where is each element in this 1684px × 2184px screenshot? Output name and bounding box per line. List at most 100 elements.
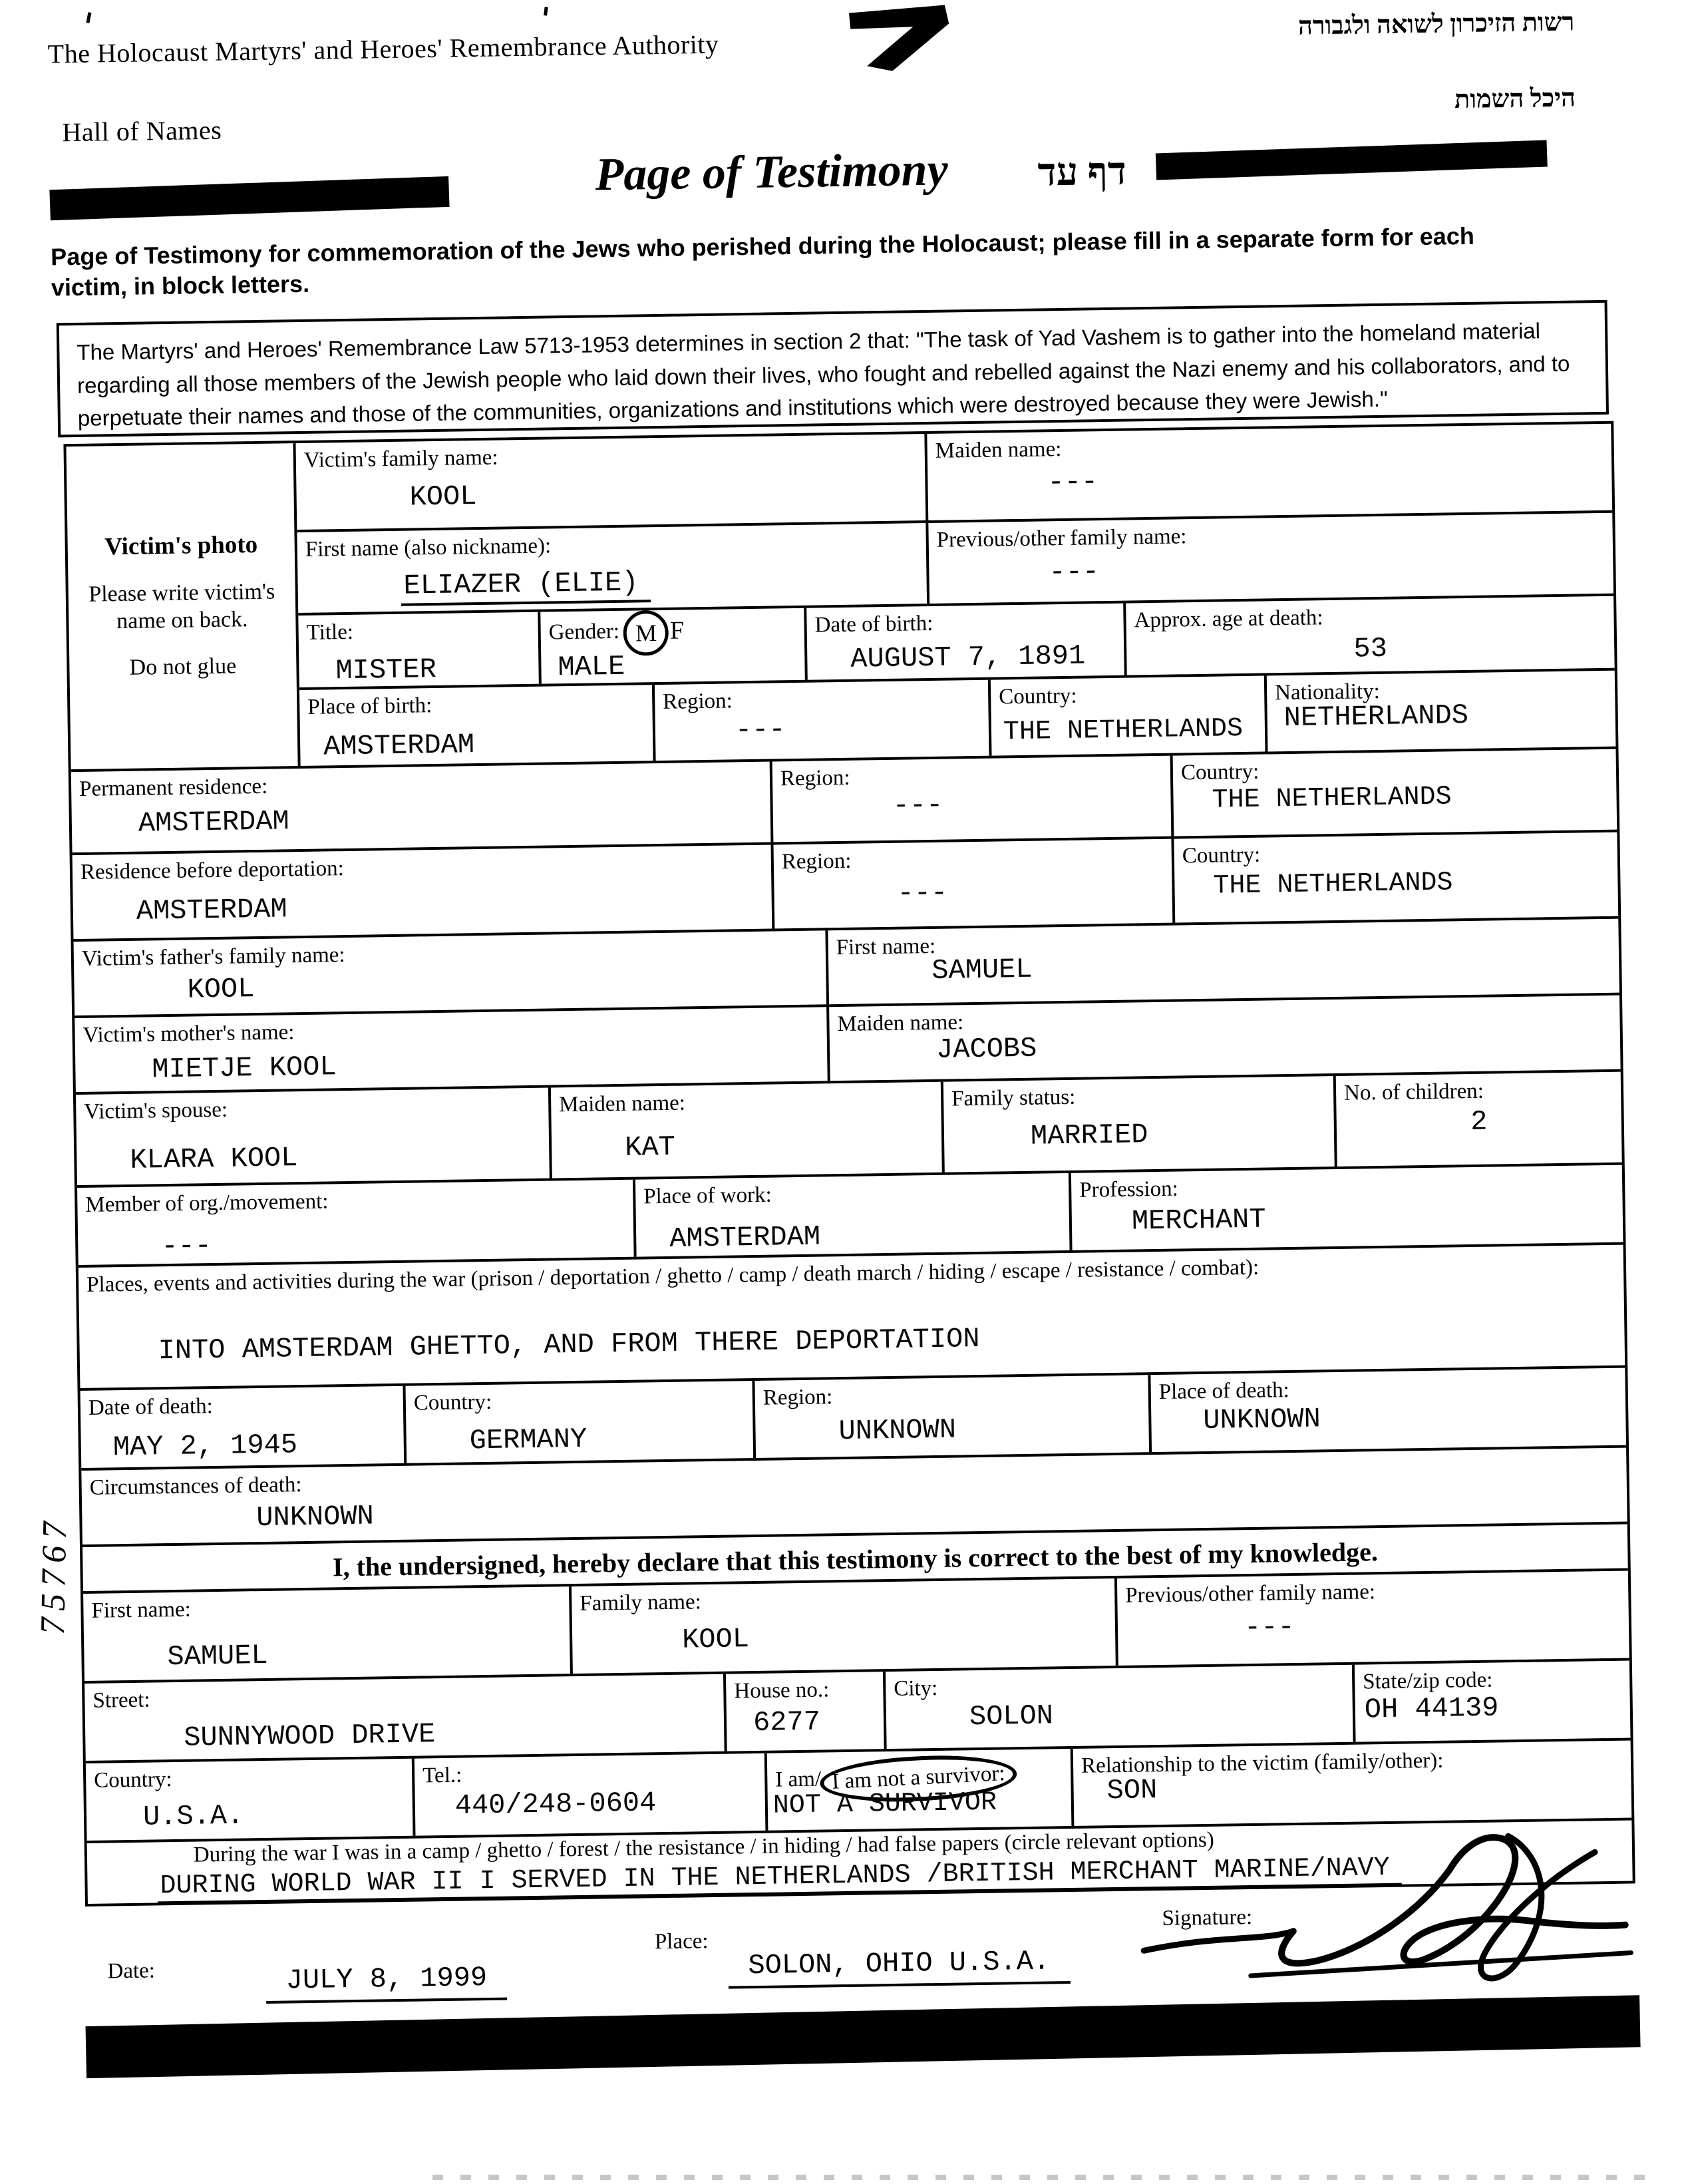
- field-label: Country:: [93, 1767, 172, 1793]
- field-value: MISTER: [335, 653, 437, 687]
- field-children: No. of children: 2: [1333, 1071, 1622, 1167]
- field-title: Title: MISTER: [298, 612, 539, 687]
- gender-male-circled: M: [623, 610, 669, 656]
- authority-name-he: רשות הזיכרון לשואה ולגבורה: [1297, 8, 1575, 41]
- field-maiden-name: Maiden name: ---: [924, 423, 1613, 521]
- field-father-family-name: Victim's father's family name: KOOL: [74, 930, 827, 1015]
- field-value: AUGUST 7, 1891: [850, 639, 1086, 675]
- field-value: 6277: [753, 1706, 821, 1739]
- field-value: KLARA KOOL: [130, 1142, 298, 1177]
- photo-box-no-glue: Do not glue: [129, 653, 237, 681]
- gender-m: M: [635, 620, 657, 647]
- field-value: SAMUEL: [167, 1639, 269, 1674]
- field-value: ---: [1244, 1610, 1295, 1644]
- field-value: OH 44139: [1364, 1692, 1499, 1726]
- field-label: Victim's family name:: [303, 445, 498, 472]
- field-value: U.S.A.: [142, 1799, 244, 1833]
- field-spouse-maiden-name: Maiden name: KAT: [548, 1081, 942, 1179]
- field-death-country: Country: GERMANY: [403, 1381, 754, 1463]
- field-value: ---: [897, 876, 948, 910]
- field-value: AMSTERDAM: [669, 1220, 821, 1255]
- field-mother-maiden-name: Maiden name: JACOBS: [826, 995, 1621, 1081]
- field-date-of-birth: Date of birth: AUGUST 7, 1891: [804, 603, 1124, 680]
- field-label: Approx. age at death:: [1134, 606, 1323, 633]
- field-value: MERCHANT: [1131, 1203, 1266, 1238]
- signature: [1140, 1833, 1633, 1982]
- field-value: KOOL: [681, 1623, 750, 1656]
- field-value: 53: [1353, 632, 1388, 665]
- hall-of-names-he: היכל השמות: [1454, 84, 1576, 114]
- top-section: Victim's photo Please write victim's nam…: [66, 423, 1616, 770]
- victim-photo-box: Victim's photo Please write victim's nam…: [66, 443, 301, 770]
- page-title-he: דף עד: [1037, 149, 1127, 194]
- field-label: Victim's spouse:: [84, 1097, 228, 1124]
- survivor-prefix: I am/: [775, 1767, 822, 1792]
- field-city: City: SOLON: [882, 1664, 1353, 1749]
- field-label: Gender:: [548, 619, 620, 644]
- field-label: Residence before deportation:: [80, 856, 345, 884]
- field-submitter-country: Country: U.S.A.: [86, 1759, 413, 1841]
- field-birth-country: Country: THE NETHERLANDS: [987, 675, 1265, 756]
- row-war-places: Places, events and activities during the…: [78, 1242, 1625, 1389]
- field-label: Region:: [663, 689, 733, 714]
- field-label: Victim's father's family name:: [81, 943, 345, 971]
- field-label: House no.:: [734, 1678, 830, 1704]
- field-value: NOT A SURVIVOR: [772, 1787, 997, 1821]
- handwritten-seven-mark: [848, 5, 949, 71]
- field-value: ---: [160, 1230, 212, 1263]
- field-value: JACOBS: [935, 1032, 1037, 1066]
- field-value: ---: [892, 789, 943, 822]
- field-label: Member of org./movement:: [85, 1189, 329, 1217]
- date-label: Date:: [107, 1958, 156, 1984]
- redaction-bar-right: [1155, 140, 1548, 180]
- field-permanent-residence: Permanent residence: AMSTERDAM: [71, 762, 771, 853]
- field-value: SAMUEL: [931, 953, 1033, 987]
- field-deportation-region: Region: ---: [770, 838, 1173, 929]
- field-value: UNKNOWN: [256, 1500, 375, 1535]
- field-label: Country:: [1182, 842, 1261, 868]
- field-label: Previous/other family name:: [1125, 1580, 1376, 1608]
- field-submitter-first-name: First name: SAMUEL: [83, 1586, 570, 1681]
- field-label: Country:: [998, 683, 1077, 709]
- field-mother-name: Victim's mother's name: MIETJE KOOL: [75, 1007, 828, 1092]
- field-deportation-country: Country: THE NETHERLANDS: [1171, 832, 1619, 923]
- page-title-en: Page of Testimony: [594, 144, 949, 201]
- field-label: Region:: [762, 1385, 833, 1410]
- field-label: Region:: [780, 765, 850, 791]
- field-tel: Tel.: 440/248-0604: [411, 1753, 766, 1836]
- place-value: SOLON, OHIO U.S.A.: [728, 1945, 1071, 1989]
- testimony-form-table: Victim's photo Please write victim's nam…: [63, 421, 1635, 1907]
- field-victim-family-name: Victim's family name: KOOL: [295, 434, 926, 530]
- field-value: MIETJE KOOL: [152, 1051, 337, 1086]
- field-label: First name:: [836, 934, 936, 960]
- field-place-of-birth: Place of birth: AMSTERDAM: [299, 685, 653, 766]
- field-value: MARRIED: [1030, 1119, 1148, 1153]
- hall-of-names-en: Hall of Names: [62, 114, 222, 148]
- field-value: SUNNYWOOD DRIVE: [183, 1718, 436, 1754]
- field-label: Previous/other family name:: [936, 524, 1187, 552]
- field-victim-first-name: First name (also nickname): ELIAZER (ELI…: [297, 523, 927, 613]
- field-value: 2: [1470, 1105, 1488, 1138]
- field-nationality: Nationality: NETHERLANDS: [1263, 670, 1616, 752]
- field-label: No. of children:: [1343, 1079, 1484, 1105]
- field-label: Maiden name:: [837, 1010, 964, 1037]
- field-value: SOLON: [969, 1700, 1054, 1733]
- field-age-at-death: Approx. age at death: 53: [1123, 596, 1615, 675]
- photo-box-title: Victim's photo: [104, 530, 258, 561]
- field-street: Street: SUNNYWOOD DRIVE: [84, 1674, 725, 1761]
- law-box: The Martyrs' and Heroes' Remembrance Law…: [56, 299, 1609, 438]
- field-value: AMSTERDAM: [323, 729, 475, 763]
- field-label: Place of birth:: [307, 693, 432, 719]
- field-value: THE NETHERLANDS: [1213, 868, 1453, 902]
- intro-paragraph: Page of Testimony for commemoration of t…: [50, 222, 1475, 301]
- field-label: Family status:: [951, 1085, 1076, 1111]
- field-label: Country:: [413, 1389, 492, 1415]
- field-label: Maiden name:: [935, 437, 1062, 463]
- field-label: First name:: [91, 1597, 192, 1623]
- field-value: ELIAZER (ELIE): [401, 566, 651, 606]
- field-father-first-name: First name: SAMUEL: [825, 918, 1619, 1005]
- field-value: UNKNOWN: [838, 1413, 957, 1448]
- redaction-bar-left: [49, 176, 450, 221]
- field-value: NETHERLANDS: [1283, 699, 1469, 735]
